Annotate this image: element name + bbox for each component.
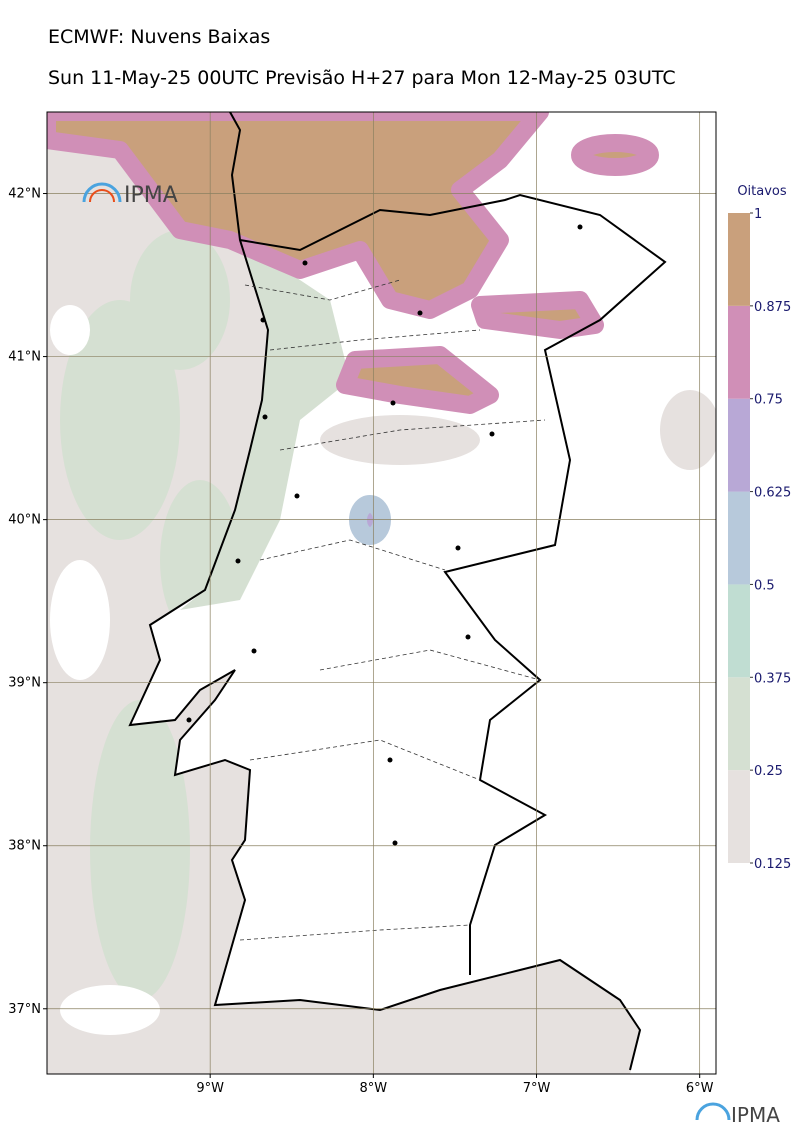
district-lines: [239, 279, 546, 941]
lon-label: 6°W: [686, 1081, 714, 1096]
colorbar-label: 0.5: [754, 578, 775, 593]
subtitle: Sun 11-May-25 00UTC Previsão H+27 para M…: [48, 67, 676, 89]
map-frame: [46, 111, 717, 1075]
axes: 42°N 41°N 40°N 39°N 38°N 37°N 9°W 8°W 7°W 6°W: [8, 187, 713, 1096]
colorbar-label: 0.125: [754, 857, 791, 872]
colorbar-label: 0.25: [754, 764, 783, 779]
lon-label: 8°W: [360, 1081, 388, 1096]
colorbar-segment: [728, 677, 750, 771]
lon-label: 9°W: [196, 1081, 224, 1096]
logo: IPMA: [124, 183, 178, 208]
cities: [186, 224, 583, 846]
colorbar-segment: [728, 584, 750, 678]
logo-arc: [82, 182, 122, 203]
cloud-land: [180, 240, 350, 610]
colorbar-label: 0.625: [754, 486, 791, 501]
lat-label: 41°N: [8, 350, 41, 365]
title: ECMWF: Nuvens Baixas: [48, 26, 270, 48]
lat-label: 42°N: [8, 187, 41, 202]
lat-label: 38°N: [8, 839, 41, 854]
footer-logo: IPMA: [731, 1103, 780, 1127]
coastline: [128, 112, 642, 1071]
colorbar-segment: [728, 213, 750, 306]
border: [239, 193, 667, 975]
logo-arc: [89, 189, 115, 203]
colorbar-title: Oitavos: [737, 184, 787, 199]
colorbar: 0.125 0.25 0.375 0.5 0.625 0.75 0.875 1: [728, 207, 791, 872]
colorbar-label: 0.875: [754, 300, 791, 315]
colorbar-label: 0.375: [754, 671, 791, 686]
lat-label: 37°N: [8, 1002, 41, 1017]
map: IPMA: [47, 112, 716, 1074]
colorbar-segment: [728, 305, 750, 399]
colorbar-segment: [728, 398, 750, 492]
lat-label: 39°N: [8, 676, 41, 691]
lat-label: 40°N: [8, 513, 41, 528]
clear-sky: [50, 305, 160, 1035]
lon-label: 7°W: [523, 1081, 551, 1096]
graticule: [47, 112, 716, 1074]
colorbar-segment: [728, 491, 750, 585]
logo-arc: [695, 1102, 731, 1121]
cloud-high: [47, 112, 659, 545]
colorbar-segment: [728, 770, 750, 863]
colorbar-label: 1: [754, 207, 762, 222]
colorbar-label: 0.75: [754, 393, 783, 408]
